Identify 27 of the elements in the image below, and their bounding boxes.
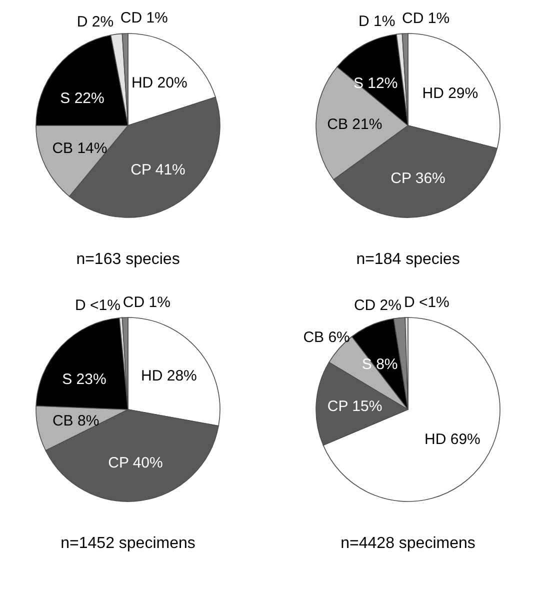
slice-label: CB 6% [303,329,350,346]
text: n=184 species [356,251,460,268]
slice-label: D 2% [76,14,114,31]
slice-label: CB 8% [52,412,100,430]
text: n=163 species [76,251,180,268]
slice-label: HD 69% [424,431,480,448]
slice-label: D <1% [404,294,450,312]
slice-label: S 8% [362,356,398,374]
slice-label: HD 20% [131,74,188,92]
slice-label: CB 14% [52,140,108,158]
slice-label: CP 36% [390,170,446,187]
slice-label: CD 1% [402,10,450,27]
slice-label: CP 15% [327,398,382,415]
slice-label: S 22% [60,90,104,108]
slice-label: HD 28% [141,367,197,384]
text: n=1452 specimens [60,535,196,552]
slice-label: CD 1% [120,10,168,27]
slice-label: D 1% [358,13,396,30]
slice-label: CP 41% [130,162,186,179]
slice-label: HD 29% [422,84,478,102]
slice-label: CD 2% [354,296,402,314]
slice-label: D <1% [74,296,120,314]
slice-label: CD 1% [122,294,170,312]
text: n=4428 specimens [340,535,476,552]
slice-label: S 23% [62,371,106,388]
slice-label: CP 40% [108,454,163,472]
slice-label: CB 21% [327,116,382,133]
